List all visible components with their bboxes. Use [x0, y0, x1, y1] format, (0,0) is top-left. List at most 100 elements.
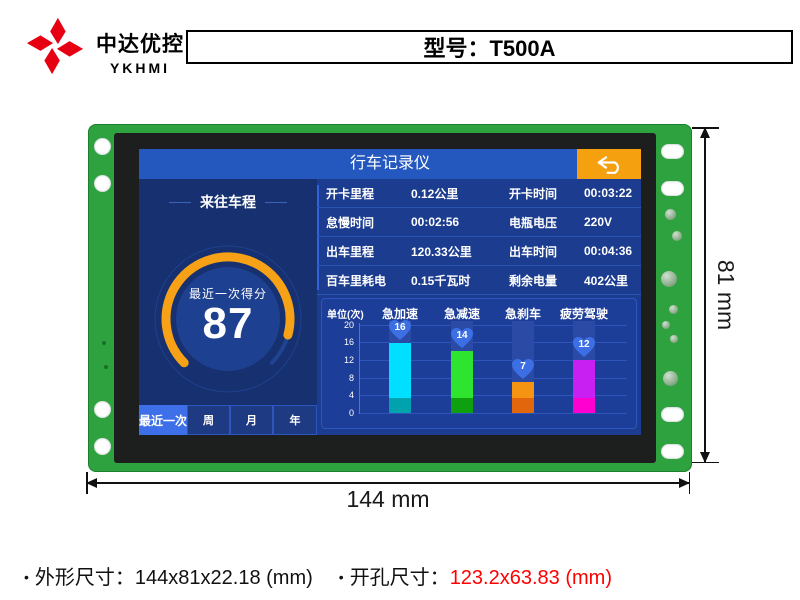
- value-badge: 14: [450, 327, 474, 349]
- cell-label: 怠慢时间: [326, 215, 375, 230]
- tab-last-trip[interactable]: 最近一次: [139, 405, 187, 435]
- bullet-icon: •: [338, 569, 344, 585]
- bar-hard-braking: 7: [512, 321, 534, 413]
- solder-joint: [662, 321, 670, 329]
- value-badge: 7: [511, 358, 535, 380]
- table-row: 百车里耗电 0.15千瓦时 剩余电量 402公里: [317, 266, 641, 295]
- company-name: 中达优控: [96, 33, 184, 56]
- table-row: 开卡里程 0.12公里 开卡时间 00:03:22: [317, 179, 641, 208]
- trip-info-panel: 开卡里程 0.12公里 开卡时间 00:03:22 怠慢时间 00:02:56 …: [317, 179, 641, 435]
- tab-year[interactable]: 年: [273, 405, 317, 435]
- solder-joint: [663, 371, 678, 386]
- screen-body: 来往车程 最近一次得分 87 最近一次: [139, 179, 641, 435]
- heart-icon: [512, 359, 534, 380]
- bar-rapid-acceleration: 16: [389, 319, 411, 413]
- width-dimension: 144 mm: [86, 472, 690, 518]
- heart-icon: [389, 319, 411, 340]
- outline-size-value: 144x81x22.18 (mm): [134, 567, 313, 589]
- gauge-label: 最近一次得分: [188, 287, 267, 301]
- cell-value: 00:02:56: [411, 215, 460, 229]
- tab-label: 年: [289, 415, 301, 427]
- badge-value: 14: [456, 330, 468, 342]
- y-tick: 0: [348, 408, 354, 418]
- mounting-hole: [94, 401, 111, 418]
- model-number-box: 型号：T500A: [186, 30, 793, 64]
- bar-rapid-deceleration: 14: [451, 321, 473, 413]
- model-number-label: 型号：T500A: [423, 36, 556, 61]
- lcd-screen: 行车记录仪 来往车程: [139, 149, 641, 435]
- title-bar: 行车记录仪: [139, 149, 641, 179]
- cell-label: 电瓶电压: [509, 215, 558, 230]
- cell-label: 出车里程: [326, 244, 375, 259]
- bar-segment: [451, 398, 473, 413]
- category-label: 急减速: [443, 307, 480, 321]
- gridline: [359, 413, 627, 414]
- bar-segment: [573, 398, 595, 413]
- tab-label: 周: [203, 415, 214, 427]
- gauge-score: 87: [202, 299, 254, 348]
- cell-label: 百车里耗电: [326, 273, 387, 288]
- outline-size-label: 外形尺寸：: [34, 567, 135, 589]
- badge-value: 16: [394, 321, 406, 333]
- cell-value: 0.15千瓦时: [411, 273, 471, 288]
- heart-icon: [451, 328, 473, 349]
- gridline: [359, 395, 627, 396]
- company-abbr: YKHMI: [109, 60, 171, 76]
- score-gauge: 最近一次得分 87: [148, 239, 308, 399]
- badge-value: 12: [578, 339, 590, 351]
- pcb-via: [104, 365, 108, 369]
- chart-unit-label: 单位(次): [327, 310, 364, 321]
- cell-value: 402公里: [584, 273, 629, 288]
- title-dash: [265, 201, 287, 203]
- mounting-hole: [94, 175, 111, 192]
- gridline: [359, 325, 627, 326]
- y-tick: 4: [348, 390, 354, 400]
- gridline: [359, 378, 627, 379]
- mounting-hole: [661, 444, 684, 459]
- back-button[interactable]: [577, 149, 641, 179]
- tab-label: 月: [246, 415, 257, 427]
- cutout-size-label: 开孔尺寸：: [349, 567, 450, 589]
- y-tick: 20: [343, 320, 354, 330]
- gauge-arc-icon: [154, 245, 302, 393]
- cell-label: 剩余电量: [509, 273, 558, 288]
- arrow-up-icon: [700, 127, 710, 138]
- spec-footer: • 外形尺寸：144x81x22.18 (mm) • 开孔尺寸：123.2x63.83…: [24, 561, 612, 590]
- cutout-size-value: 123.2x63.83 (mm): [449, 567, 612, 589]
- cell-value: 00:03:22: [584, 186, 633, 200]
- cell-value: 00:04:36: [584, 244, 633, 258]
- dimension-line: [704, 127, 706, 463]
- gridline: [359, 342, 627, 343]
- value-badge: 12: [572, 336, 596, 358]
- solder-joint: [672, 231, 682, 241]
- undo-arrow-icon: [597, 156, 619, 174]
- heart-icon: [573, 337, 595, 358]
- panel-divider: [317, 185, 319, 290]
- mounting-hole: [661, 144, 684, 159]
- gridline: [359, 360, 627, 361]
- cell-value: 0.12公里: [411, 186, 459, 201]
- y-tick: 12: [343, 355, 354, 365]
- section-title: 来往车程: [139, 192, 317, 212]
- y-tick: 16: [343, 337, 354, 347]
- pcb-via: [102, 341, 106, 345]
- category-label: 急刹车: [504, 307, 541, 321]
- mounting-hole: [661, 181, 684, 196]
- table-row: 怠慢时间 00:02:56 电瓶电压 220V: [317, 208, 641, 237]
- ykhmi-logo-icon: [26, 17, 84, 75]
- arrow-down-icon: [700, 452, 710, 463]
- bar-fatigue-driving: 12: [573, 321, 595, 413]
- solder-joint: [661, 271, 677, 287]
- trip-info-table: 开卡里程 0.12公里 开卡时间 00:03:22 怠慢时间 00:02:56 …: [317, 179, 641, 295]
- category-label: 急加速: [381, 307, 418, 321]
- title-dash: [169, 201, 191, 203]
- cell-label: 开卡里程: [326, 186, 375, 201]
- section-title-text: 来往车程: [200, 194, 256, 210]
- tab-week[interactable]: 周: [187, 405, 230, 435]
- tab-month[interactable]: 月: [230, 405, 273, 435]
- cell-value: 120.33公里: [411, 244, 472, 259]
- tab-label: 最近一次: [139, 413, 188, 428]
- y-tick: 8: [348, 373, 354, 383]
- bar-segment: [389, 342, 411, 398]
